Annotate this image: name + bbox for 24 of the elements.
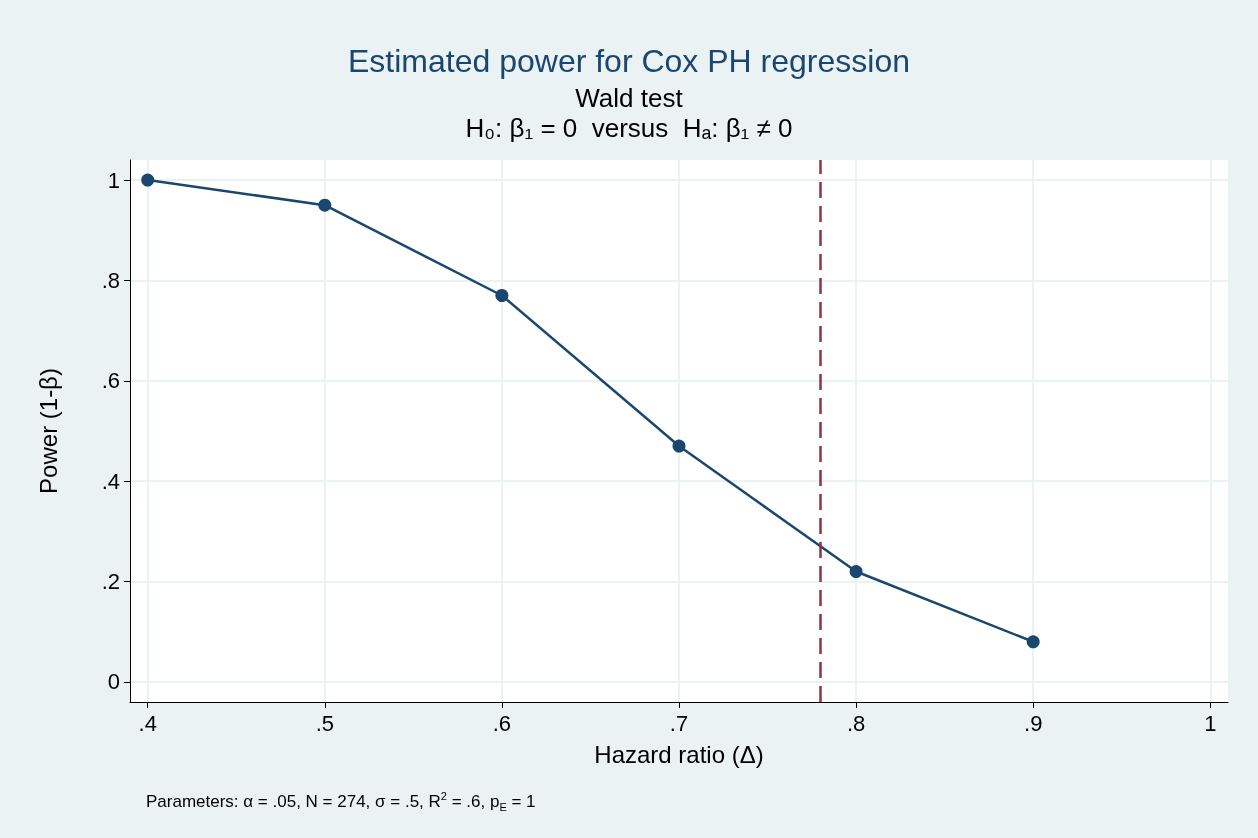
x-tick-label: .9 [1024,710,1043,736]
y-axis-title: Power (1-β) [34,368,62,494]
y-tick-label: .8 [101,267,120,293]
x-tick-label: .6 [492,710,512,736]
x-axis-title: Hazard ratio (Δ) [594,740,764,768]
y-tick-label: .6 [101,368,120,394]
x-tick-label: .4 [138,710,157,736]
point [495,289,509,302]
y-tick-label: 0 [107,669,120,695]
x-tick-label: .7 [669,710,689,736]
y-tick-label: .4 [101,468,120,494]
text: Parameters: α = .05, N = 274, σ = .5, R$^{2}$ = .6, p$_{E}$ = 1 [146,790,536,814]
point [672,439,686,453]
point [318,198,332,212]
point [1026,635,1040,649]
x-tick-label: 1 [1204,710,1217,736]
chart-subtitle: Wald test H₀: β₁ = 0 versus Hₐ: β₁ ≠ 0 [465,83,793,143]
y-tick-label: 1 [107,167,120,193]
point [849,565,863,579]
point [141,173,155,187]
x-tick-label: .8 [846,710,866,736]
y-tick-label: .2 [101,569,120,595]
chart-title: Estimated power for Cox PH regression [348,43,910,79]
x-tick-label: .5 [315,710,334,736]
